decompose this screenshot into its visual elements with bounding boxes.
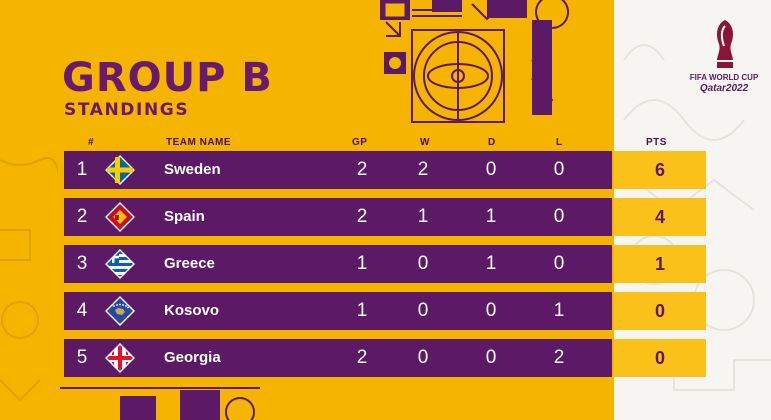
- wins: 0: [417, 253, 429, 274]
- games-played: 2: [356, 347, 368, 368]
- losses: 0: [553, 206, 565, 227]
- rank: 2: [76, 206, 88, 227]
- draws: 0: [485, 159, 497, 180]
- points: 0: [614, 339, 706, 377]
- world-cup-trophy-icon: [717, 20, 733, 68]
- losses: 0: [553, 253, 565, 274]
- decorative-bottom-pattern: [60, 387, 260, 420]
- header-team: TEAM NAME: [166, 137, 232, 148]
- wins: 0: [417, 347, 429, 368]
- spain-flag-icon: [105, 202, 135, 232]
- decorative-pitch-pattern: [372, 0, 584, 125]
- branding-line-2: Qatar2022: [699, 83, 749, 94]
- header-gp: GP: [352, 137, 368, 148]
- sweden-flag-icon: [105, 155, 135, 185]
- points: 4: [614, 198, 706, 236]
- draws: 1: [485, 206, 497, 227]
- team-name: Georgia: [164, 349, 221, 366]
- header-pts: PTS: [646, 137, 667, 148]
- page-title: GROUP B: [62, 55, 273, 101]
- standings-row: 3 Greece 1 0 1 0: [64, 245, 612, 283]
- wins: 2: [417, 159, 429, 180]
- wins: 0: [417, 300, 429, 321]
- standings-row: 2 Spain 2 1 1 0: [64, 198, 612, 236]
- points: 1: [614, 245, 706, 283]
- standings-row: 4 Kosovo 1 0 0 1: [64, 292, 612, 330]
- points: 6: [614, 151, 706, 189]
- losses: 1: [553, 300, 565, 321]
- team-name: Greece: [164, 255, 215, 272]
- draws: 0: [485, 300, 497, 321]
- rank: 3: [76, 253, 88, 274]
- kosovo-flag-icon: [105, 296, 135, 326]
- games-played: 1: [356, 300, 368, 321]
- draws: 1: [485, 253, 497, 274]
- team-name: Spain: [164, 208, 205, 225]
- standings-row: 1 Sweden 2 2 0 0: [64, 151, 612, 189]
- losses: 0: [553, 159, 565, 180]
- page-subtitle: STANDINGS: [64, 100, 190, 120]
- games-played: 2: [356, 159, 368, 180]
- rank: 4: [76, 300, 88, 321]
- header-w: W: [420, 137, 430, 148]
- header-d: D: [488, 137, 496, 148]
- rank: 5: [76, 347, 88, 368]
- header-rank: #: [88, 137, 95, 148]
- georgia-flag-icon: [105, 343, 135, 373]
- header-l: L: [556, 137, 563, 148]
- games-played: 2: [356, 206, 368, 227]
- team-name: Kosovo: [164, 302, 220, 319]
- games-played: 1: [356, 253, 368, 274]
- standings-row: 5 Georgia 2 0 0 2: [64, 339, 612, 377]
- losses: 2: [553, 347, 565, 368]
- decorative-side-pattern: [0, 157, 58, 402]
- points: 0: [614, 292, 706, 330]
- branding-line-1: FIFA WORLD CUP: [689, 73, 759, 82]
- wins: 1: [417, 206, 429, 227]
- greece-flag-icon: [105, 249, 135, 279]
- team-name: Sweden: [164, 161, 221, 178]
- rank: 1: [76, 159, 88, 180]
- draws: 0: [485, 347, 497, 368]
